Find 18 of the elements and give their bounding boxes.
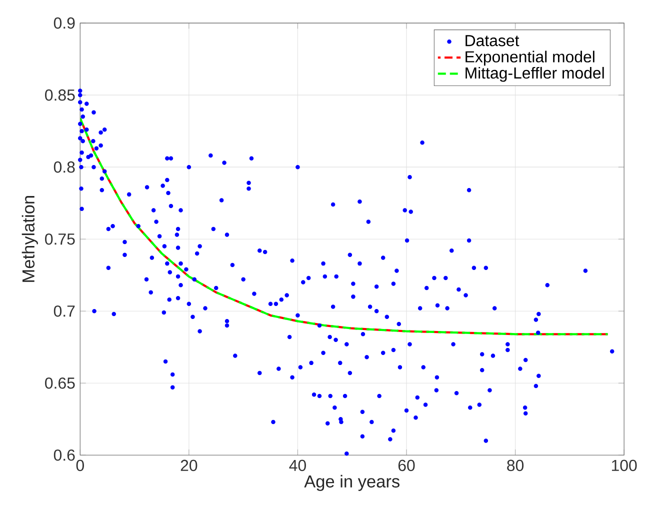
legend-label: Dataset: [466, 35, 520, 46]
x-tick-label: 60: [398, 460, 415, 471]
x-tick-label: 80: [507, 460, 524, 471]
y-axis-title: Methylation: [22, 196, 38, 282]
y-tick-label: 0.8: [54, 161, 75, 173]
x-tick-label: 100: [612, 460, 637, 471]
x-axis-title: Age in years: [304, 474, 400, 491]
y-tick-label: 0.6: [54, 449, 75, 461]
legend-label: Mittag-Leffler model: [466, 66, 604, 82]
x-tick-label: 0: [76, 460, 84, 471]
x-tick-label: 20: [180, 460, 198, 471]
y-tick-label: 0.9: [54, 17, 75, 29]
y-tick-label: 0.7: [54, 305, 75, 317]
x-tick-label: 40: [289, 460, 306, 471]
y-tick-label: 0.85: [45, 89, 75, 101]
y-tick-label: 0.75: [45, 233, 75, 245]
legend-label: Exponential model: [466, 50, 594, 66]
y-tick-label: 0.65: [45, 377, 75, 389]
